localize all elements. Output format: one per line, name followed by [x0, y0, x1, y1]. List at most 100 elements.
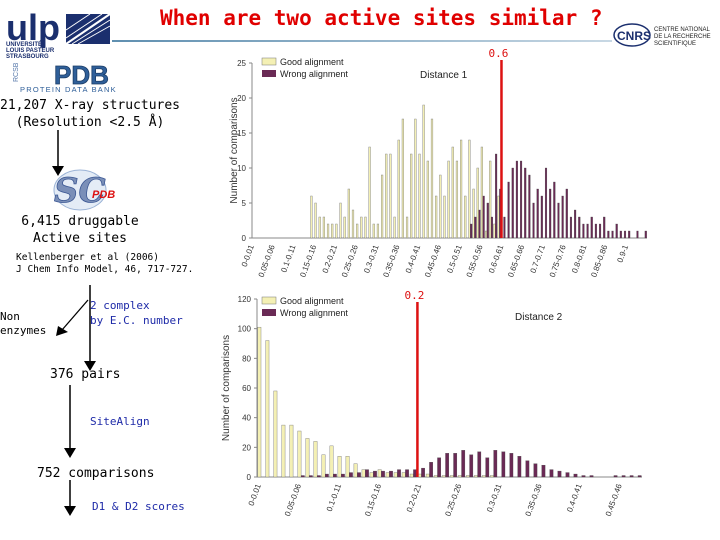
- bar-good-alignment: [335, 223, 338, 239]
- bar-wrong-alignment: [637, 475, 642, 478]
- legend-swatch-wrong: [262, 70, 276, 77]
- x-tick-label: 0.65-0.66: [506, 243, 526, 278]
- bar-good-alignment: [493, 223, 496, 239]
- bar-good-alignment: [265, 340, 270, 478]
- bar-wrong-alignment: [308, 475, 313, 478]
- cnrs-line: DE LA RECHERCHE: [654, 34, 711, 40]
- bar-wrong-alignment: [590, 216, 593, 239]
- x-tick-label: 0.25-0.26: [443, 482, 463, 517]
- bar-wrong-alignment: [325, 473, 329, 478]
- bar-good-alignment: [455, 160, 459, 239]
- bar-wrong-alignment: [623, 230, 627, 239]
- bar-wrong-alignment: [341, 473, 345, 478]
- bar-wrong-alignment: [511, 167, 514, 239]
- bar-good-alignment: [397, 139, 400, 239]
- bar-good-alignment: [405, 216, 409, 239]
- x-tick-label: 0-0.01: [240, 243, 256, 268]
- bar-good-alignment: [329, 445, 334, 478]
- bar-good-alignment: [281, 424, 286, 478]
- bar-wrong-alignment: [574, 209, 577, 239]
- bar-good-alignment: [457, 475, 462, 478]
- sc-letters: SC: [54, 171, 106, 211]
- y-tick-label: 0: [242, 234, 247, 243]
- scores-text: D1 & D2 scores: [92, 500, 185, 513]
- bar-wrong-alignment: [525, 460, 530, 478]
- bar-wrong-alignment: [549, 469, 554, 478]
- bar-good-alignment: [347, 188, 350, 239]
- cnrs-logo-text: CNRS: [617, 29, 651, 43]
- y-tick-label: 25: [237, 59, 246, 68]
- bar-wrong-alignment: [619, 230, 622, 239]
- x-tick-label: 0.2-0.21: [405, 482, 424, 513]
- x-tick-label: 0.35-0.36: [524, 482, 544, 517]
- bar-good-alignment: [310, 195, 313, 239]
- bar-wrong-alignment: [477, 451, 482, 478]
- bar-wrong-alignment: [485, 457, 490, 478]
- bar-good-alignment: [331, 223, 334, 239]
- y-tick-label: 20: [237, 94, 246, 103]
- cnrs-name: CENTRE NATIONAL DE LA RECHERCHE SCIENTIF…: [654, 27, 718, 48]
- bar-wrong-alignment: [520, 160, 523, 239]
- bar-wrong-alignment: [629, 475, 634, 478]
- bar-wrong-alignment: [557, 470, 562, 478]
- bar-good-alignment: [401, 472, 406, 478]
- bar-wrong-alignment: [544, 167, 548, 239]
- x-tick-label: 0.3-0.31: [485, 482, 504, 513]
- bar-wrong-alignment: [478, 209, 481, 239]
- x-tick-label: 0.7-0.71: [529, 243, 548, 274]
- bar-wrong-alignment: [333, 473, 337, 478]
- bar-wrong-alignment: [357, 472, 361, 478]
- pairs-text: 376 pairs: [50, 367, 121, 382]
- university-line: STRASBOURG: [6, 54, 49, 60]
- bar-good-alignment: [364, 216, 367, 239]
- bar-good-alignment: [305, 438, 310, 478]
- bar-wrong-alignment: [365, 469, 369, 478]
- y-tick-label: 20: [242, 443, 251, 452]
- active-sites-line: Active sites: [33, 231, 127, 246]
- ec-line: by E.C. number: [90, 314, 183, 327]
- threshold-label: 0.2: [404, 290, 424, 302]
- bar-wrong-alignment: [517, 456, 522, 478]
- bar-good-alignment: [321, 454, 326, 478]
- complex-line: 2 complex: [90, 299, 150, 312]
- legend-label-wrong: Wrong alignment: [280, 69, 348, 79]
- bar-good-alignment: [345, 456, 350, 478]
- bar-wrong-alignment: [405, 469, 409, 478]
- complex-ec-text: 2 complex by E.C. number: [90, 298, 200, 328]
- x-tick-label: 0.9-1: [615, 243, 630, 264]
- bar-good-alignment: [447, 160, 450, 239]
- bar-good-alignment: [484, 230, 488, 239]
- university-line: LOUIS PASTEUR: [6, 48, 55, 54]
- bar-wrong-alignment: [528, 174, 531, 239]
- x-tick-label: 0-0.01: [247, 482, 263, 507]
- bar-wrong-alignment: [474, 216, 477, 239]
- bar-good-alignment: [343, 216, 346, 239]
- bar-good-alignment: [451, 146, 454, 239]
- bar-wrong-alignment: [503, 216, 506, 239]
- bar-wrong-alignment: [389, 470, 393, 478]
- bar-good-alignment: [356, 223, 359, 239]
- x-tick-label: 0.6-0.61: [487, 243, 506, 274]
- bar-good-alignment: [426, 160, 429, 239]
- bar-good-alignment: [464, 195, 467, 239]
- bar-good-alignment: [433, 475, 438, 478]
- x-tick-label: 0.25-0.26: [340, 243, 360, 278]
- bar-good-alignment: [353, 463, 358, 478]
- bar-good-alignment: [480, 146, 483, 239]
- bar-wrong-alignment: [621, 475, 626, 478]
- x-tick-label: 0.3-0.31: [362, 243, 381, 274]
- bar-good-alignment: [489, 160, 492, 239]
- bar-good-alignment: [425, 473, 430, 478]
- bar-wrong-alignment: [607, 230, 610, 239]
- x-tick-label: 0.4-0.41: [404, 243, 423, 274]
- bar-good-alignment: [351, 209, 355, 239]
- bar-good-alignment: [460, 139, 463, 239]
- y-tick-label: 5: [242, 199, 247, 208]
- bar-good-alignment: [490, 475, 494, 478]
- y-tick-label: 60: [242, 384, 251, 393]
- ulp-logo: ulp: [6, 8, 111, 48]
- sitealign-text: SiteAlign: [90, 415, 150, 428]
- x-tick-label: 0.45-0.46: [423, 243, 443, 278]
- x-tick-label: 0.1-0.11: [325, 482, 343, 513]
- bar-good-alignment: [313, 441, 318, 478]
